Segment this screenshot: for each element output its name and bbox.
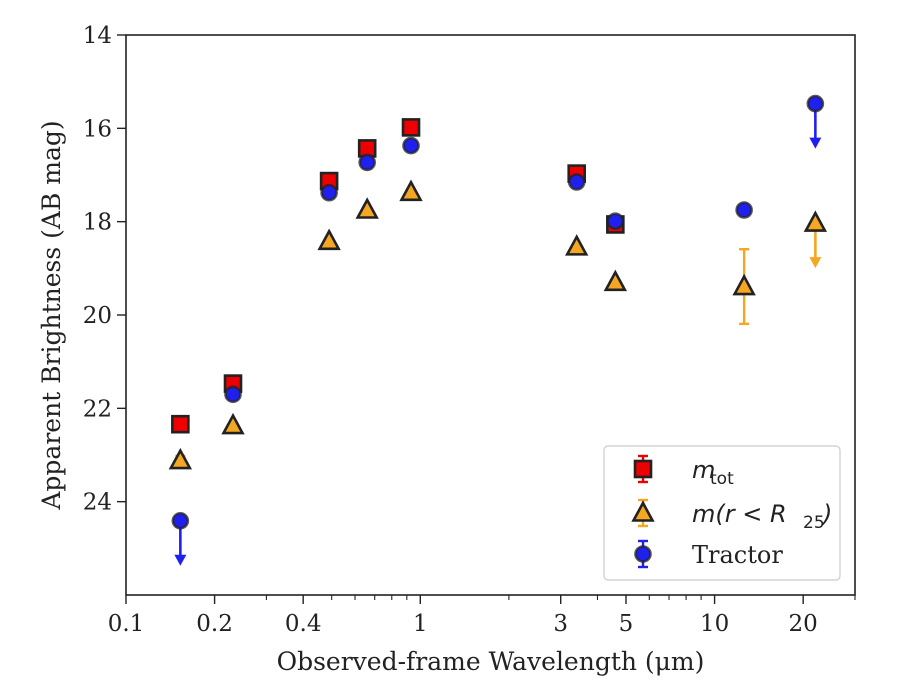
- data-point: [399, 179, 423, 202]
- data-point: [803, 210, 828, 232]
- data-point: [358, 153, 376, 172]
- series-triangle: [168, 179, 828, 470]
- legend-label-subscript: tot: [710, 469, 734, 489]
- x-tick-label: 1: [413, 611, 428, 637]
- data-point: [732, 273, 756, 296]
- data-point: [171, 511, 190, 530]
- data-point: [565, 234, 589, 256]
- x-axis: 0.1 0.2 0.4 1 3 5 10 20: [108, 595, 856, 637]
- data-point: [402, 136, 420, 155]
- data-point: [401, 118, 421, 137]
- x-tick-label: 5: [619, 611, 634, 637]
- legend-marker: [631, 500, 655, 522]
- y-tick-label: 14: [83, 23, 112, 49]
- data-points: [168, 94, 828, 566]
- legend-label: m: [692, 456, 715, 484]
- y-tick-label: 16: [83, 116, 112, 142]
- y-axis: 14 16 18 20 22 24: [83, 23, 126, 516]
- legend-marker: [633, 459, 653, 479]
- x-tick-label: 0.4: [285, 611, 322, 637]
- data-point: [606, 212, 625, 230]
- x-tick-label: 10: [700, 611, 729, 637]
- y-tick-label: 20: [83, 303, 112, 329]
- data-point: [320, 183, 338, 202]
- upper-limit-arrow-head: [174, 554, 187, 566]
- x-tick-label: 3: [553, 611, 568, 637]
- legend-label-close: ): [821, 500, 832, 528]
- series-circle: [171, 94, 825, 566]
- upper-limit-arrow-head: [809, 137, 822, 149]
- legend-marker: [634, 545, 652, 563]
- x-tick-label: 20: [789, 611, 818, 637]
- upper-limit-arrow-head: [809, 257, 822, 269]
- y-tick-label: 24: [83, 490, 112, 516]
- x-tick-label: 0.2: [196, 611, 233, 637]
- data-point: [224, 385, 242, 404]
- legend-label: Tractor: [692, 541, 783, 569]
- data-point: [171, 414, 190, 434]
- y-tick-label: 22: [83, 396, 112, 422]
- legend-label-subscript: 25: [803, 513, 825, 533]
- data-point: [168, 447, 193, 470]
- y-axis-title: Apparent Brightness (AB mag): [37, 120, 66, 510]
- data-point: [567, 173, 586, 191]
- y-tick-label: 18: [83, 210, 112, 236]
- x-tick-label: 0.1: [108, 611, 145, 637]
- data-point: [317, 228, 341, 251]
- data-point: [221, 412, 245, 435]
- data-point: [603, 269, 628, 292]
- x-axis-title: Observed-frame Wavelength (μm): [277, 647, 705, 676]
- data-point: [355, 197, 379, 219]
- data-point: [735, 201, 753, 219]
- data-point: [806, 94, 825, 113]
- legend-box: [603, 445, 841, 581]
- legend-label: m(r < R: [692, 500, 787, 528]
